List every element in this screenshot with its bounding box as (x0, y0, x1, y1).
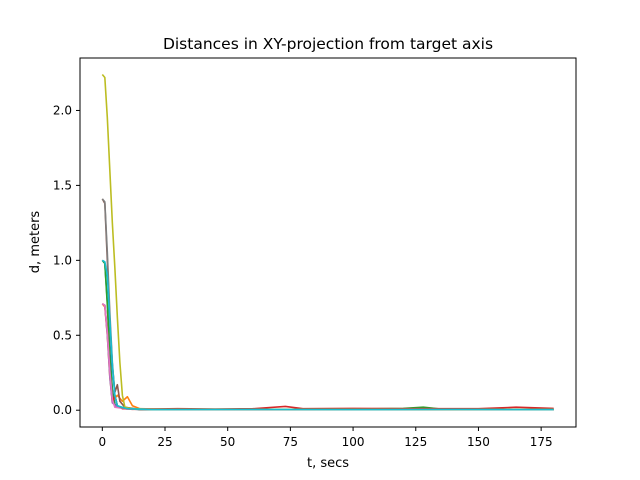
y-axis-label: d, meters (28, 211, 43, 274)
y-tick-label: 0.5 (53, 328, 72, 342)
y-tick-label: 1.0 (53, 253, 72, 267)
x-tick-label: 125 (404, 435, 427, 449)
y-tick-label: 1.5 (53, 178, 72, 192)
y-tick-label: 0.0 (53, 403, 72, 417)
x-tick-label: 75 (283, 435, 298, 449)
x-tick-label: 0 (98, 435, 106, 449)
x-axis: 0 25 50 75 100 125 150 175 (98, 427, 553, 449)
x-tick-label: 25 (157, 435, 172, 449)
x-tick-label: 50 (220, 435, 235, 449)
series-group (101, 73, 554, 411)
x-tick-label: 175 (530, 435, 553, 449)
y-axis: 0.0 0.5 1.0 1.5 2.0 (53, 103, 80, 417)
x-tick-label: 150 (467, 435, 490, 449)
y-tick-label: 2.0 (53, 103, 72, 117)
chart-title: Distances in XY-projection from target a… (163, 35, 493, 53)
axes-frame (79, 57, 577, 428)
x-tick-label: 100 (342, 435, 365, 449)
x-axis-label: t, secs (307, 456, 349, 471)
series-line-10 (101, 259, 554, 411)
plot-area (79, 57, 577, 428)
